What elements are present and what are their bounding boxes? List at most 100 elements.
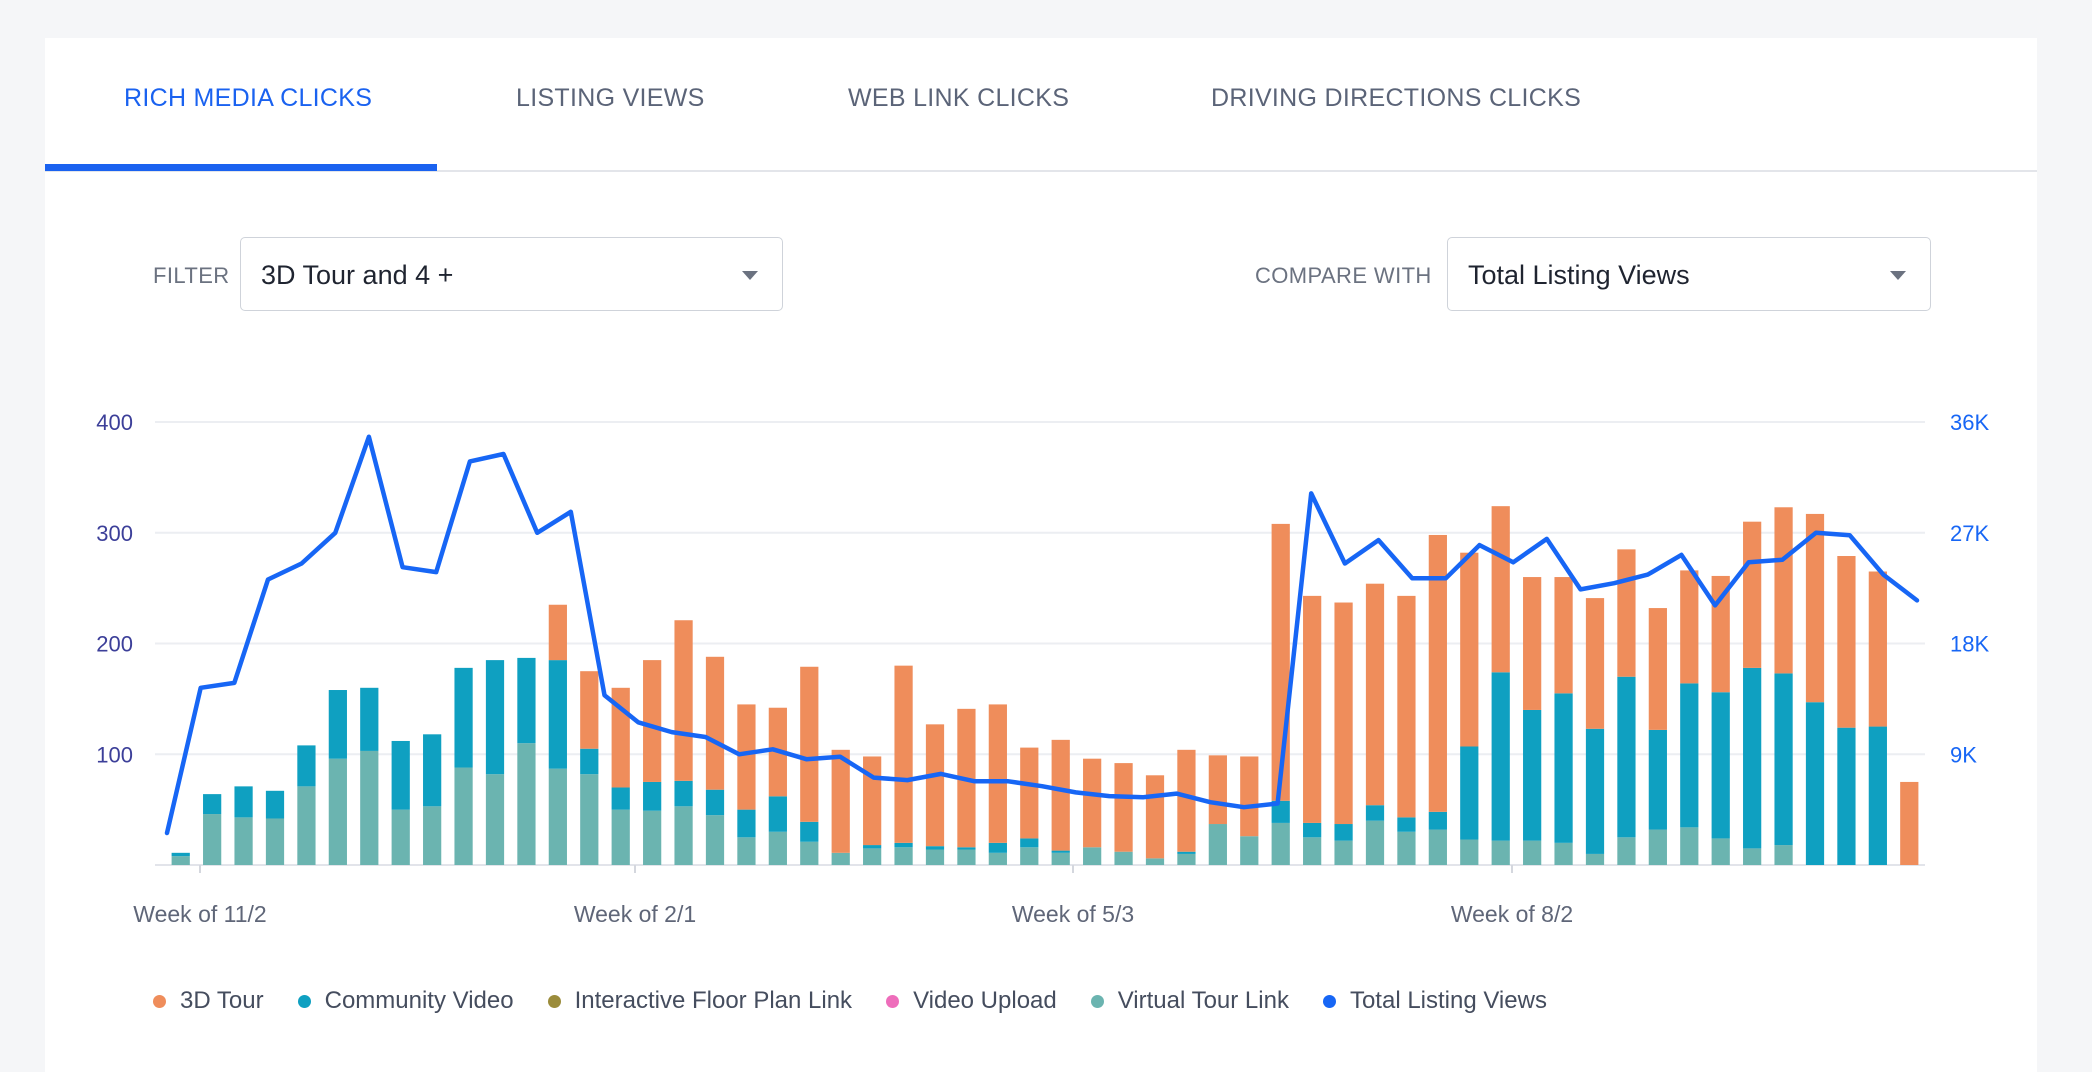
bar-community-video: [674, 780, 693, 807]
tab-rich-media-clicks[interactable]: RICH MEDIA CLICKS: [124, 84, 373, 112]
bar-3d-tour: [1900, 781, 1919, 865]
bar-virtual-tour-link: [423, 806, 442, 865]
bar-community-video: [957, 847, 976, 850]
bar-virtual-tour-link: [705, 815, 725, 865]
bar-virtual-tour-link: [1271, 822, 1290, 865]
bar-virtual-tour-link: [737, 837, 756, 865]
bar-virtual-tour-link: [800, 841, 819, 865]
bar-3d-tour: [1805, 513, 1825, 703]
bar-virtual-tour-link: [328, 758, 347, 865]
compare-label: COMPARE WITH: [1255, 263, 1432, 288]
bar-3d-tour: [863, 756, 882, 846]
active-tab-indicator: [45, 164, 437, 171]
bar-3d-tour: [1114, 763, 1133, 852]
x-tick-label: Week of 11/2: [133, 901, 266, 927]
legend-item-total-listing-views[interactable]: Total Listing Views: [1322, 987, 1547, 1015]
bar-virtual-tour-link: [171, 856, 190, 865]
bar-virtual-tour-link: [643, 810, 662, 865]
bar-community-video: [863, 845, 882, 849]
legend-item-3d-tour[interactable]: 3D Tour: [153, 987, 264, 1015]
bar-community-video: [234, 786, 253, 818]
legend-item-interactive-floor-plan-link[interactable]: Interactive Floor Plan Link: [547, 987, 852, 1015]
bar-community-video: [1837, 727, 1856, 865]
legend-dot: [1090, 994, 1104, 1008]
bar-community-video: [423, 734, 442, 807]
bar-virtual-tour-link: [1051, 852, 1070, 865]
bar-3d-tour: [1585, 598, 1605, 729]
analytics-card: RICH MEDIA CLICKS LISTING VIEWS WEB LINK…: [45, 38, 2037, 1072]
bar-community-video: [1020, 838, 1039, 848]
bar-3d-tour: [800, 666, 819, 822]
bar-community-video: [988, 842, 1007, 853]
bar-virtual-tour-link: [485, 774, 505, 865]
bar-virtual-tour-link: [1774, 845, 1793, 865]
y-left-tick-label: 100: [96, 742, 133, 767]
bar-virtual-tour-link: [1208, 824, 1227, 865]
chart-legend: 3D Tour Community Video Interactive Floo…: [153, 984, 1547, 1018]
bar-virtual-tour-link: [1240, 836, 1259, 865]
bar-3d-tour: [705, 656, 725, 790]
bar-virtual-tour-link: [1365, 820, 1385, 865]
legend-item-community-video[interactable]: Community Video: [297, 987, 514, 1015]
filter-dropdown[interactable]: 3D Tour and 4 +: [240, 237, 783, 311]
bar-3d-tour: [643, 660, 662, 782]
bar-virtual-tour-link: [863, 848, 882, 865]
legend-label: 3D Tour: [180, 987, 264, 1014]
bar-community-video: [454, 667, 473, 768]
legend-item-virtual-tour-link[interactable]: Virtual Tour Link: [1090, 987, 1289, 1015]
bar-virtual-tour-link: [1334, 840, 1353, 865]
bar-3d-tour: [988, 704, 1007, 843]
bar-community-video: [1460, 746, 1479, 840]
bar-community-video: [1680, 683, 1699, 828]
x-tick-label: Week of 8/2: [1451, 901, 1573, 927]
bar-community-video: [1177, 851, 1196, 854]
bar-community-video: [643, 781, 662, 811]
bar-virtual-tour-link: [1743, 848, 1762, 865]
compare-dropdown[interactable]: Total Listing Views: [1447, 237, 1931, 311]
y-right-tick-label: 18K: [1950, 632, 1989, 657]
bar-community-video: [485, 660, 505, 775]
bar-community-video: [1271, 800, 1290, 823]
legend-dot: [297, 994, 311, 1008]
bar-virtual-tour-link: [1554, 842, 1573, 865]
bar-virtual-tour-link: [1680, 827, 1699, 865]
bar-virtual-tour-link: [391, 809, 410, 865]
bar-community-video: [1397, 817, 1416, 832]
bar-community-video: [611, 787, 630, 810]
bar-virtual-tour-link: [517, 743, 536, 865]
bar-virtual-tour-link: [611, 809, 630, 865]
tab-listing-views[interactable]: LISTING VIEWS: [516, 84, 705, 112]
bar-virtual-tour-link: [1397, 831, 1416, 865]
bar-3d-tour: [1240, 756, 1259, 837]
bar-3d-tour: [1303, 595, 1322, 823]
legend-label: Total Listing Views: [1349, 987, 1547, 1014]
bar-3d-tour: [737, 704, 756, 810]
bar-3d-tour: [1868, 571, 1887, 727]
tab-web-link-clicks[interactable]: WEB LINK CLICKS: [848, 84, 1070, 112]
legend-item-video-upload[interactable]: Video Upload: [886, 987, 1057, 1015]
bar-3d-tour: [674, 620, 693, 781]
tab-driving-directions-clicks[interactable]: DRIVING DIRECTIONS CLICKS: [1211, 84, 1582, 112]
bar-virtual-tour-link: [1648, 829, 1667, 865]
bar-community-video: [705, 789, 725, 816]
bar-community-video: [1554, 693, 1573, 843]
bar-3d-tour: [1397, 595, 1416, 818]
x-tick-label: Week of 2/1: [574, 901, 696, 927]
bar-virtual-tour-link: [1460, 839, 1479, 865]
y-right-tick-label: 27K: [1950, 521, 1989, 546]
legend-dot: [886, 994, 900, 1008]
bar-3d-tour: [1617, 549, 1636, 677]
bar-virtual-tour-link: [1083, 847, 1102, 865]
bar-community-video: [1523, 709, 1542, 841]
chevron-down-icon: [1890, 271, 1906, 280]
chevron-down-icon: [742, 271, 758, 280]
bar-3d-tour: [1365, 583, 1385, 806]
bar-3d-tour: [1491, 506, 1510, 673]
legend-dot: [153, 994, 166, 1008]
bar-community-video: [1585, 728, 1605, 854]
bar-virtual-tour-link: [1020, 847, 1039, 865]
bar-virtual-tour-link: [1523, 840, 1542, 865]
bar-virtual-tour-link: [1177, 853, 1196, 865]
bar-3d-tour: [1051, 739, 1070, 851]
